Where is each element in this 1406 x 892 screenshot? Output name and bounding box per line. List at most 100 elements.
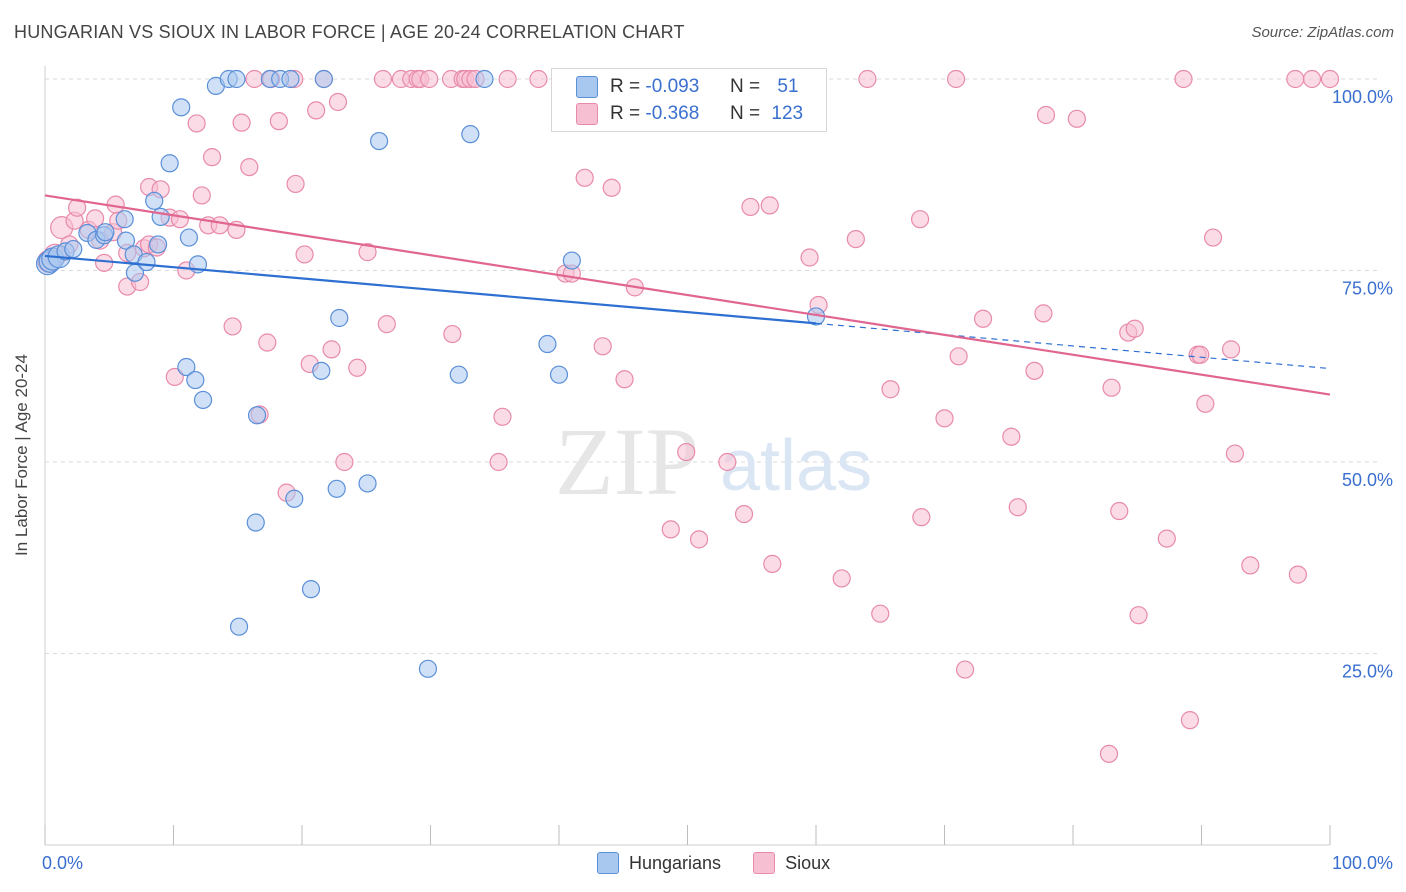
sioux-point-88 [858, 69, 877, 89]
hungarians-n-value: 51 [777, 76, 799, 97]
sioux-point-32 [232, 113, 251, 132]
hungarians-point-45 [475, 69, 494, 89]
tick-labels: 25.0% 50.0% 75.0% 100.0% 0.0% 100.0% [42, 87, 1393, 873]
sioux-point-93 [935, 409, 954, 428]
sioux-point-22 [165, 367, 184, 387]
sioux-point-99 [1008, 498, 1027, 517]
sioux-point-102 [1036, 105, 1056, 125]
legend-item-sioux: Sioux [753, 852, 830, 874]
sioux-point-46 [322, 340, 341, 359]
sioux-point-5 [68, 198, 87, 217]
sioux-point-64 [489, 452, 508, 472]
sioux-point-77 [689, 530, 709, 549]
hungarians-point-34 [285, 489, 304, 508]
sioux-point-123 [1320, 69, 1340, 89]
sioux-point-112 [1180, 711, 1200, 730]
trend-lines [44, 194, 1331, 396]
hungarians-point-35 [301, 580, 321, 599]
sioux-legend-label: Sioux [785, 852, 831, 873]
sioux-point-26 [192, 186, 211, 205]
sioux-point-50 [358, 243, 377, 262]
hungarians-trend-line [44, 254, 817, 325]
sioux-point-118 [1225, 444, 1245, 463]
sioux-point-38 [269, 112, 288, 131]
sioux-point-73 [615, 370, 634, 389]
hungarians-point-15 [145, 191, 164, 210]
x-tick-label-max: 100.0% [1332, 853, 1393, 873]
hungarians-point-48 [562, 251, 581, 270]
hungarians-point-18 [160, 154, 179, 173]
series-legend: Hungarians Sioux [597, 852, 862, 874]
hungarians-point-24 [193, 390, 213, 410]
sioux-point-36 [258, 333, 277, 352]
sioux-point-75 [661, 520, 680, 539]
sioux-point-97 [973, 309, 993, 328]
sioux-point-106 [1110, 501, 1129, 521]
sioux-point-28 [202, 148, 222, 167]
sioux-swatch [576, 103, 598, 125]
hungarians-point-37 [314, 69, 333, 89]
legend-row-sioux: R = -0.368 N = 123 [576, 102, 803, 126]
hungarians-point-5 [64, 239, 83, 259]
sioux-point-52 [373, 69, 393, 89]
sioux-point-42 [295, 245, 314, 264]
sioux-point-109 [1129, 606, 1148, 625]
sioux-point-33 [240, 157, 259, 177]
sioux-point-82 [760, 196, 779, 215]
y-tick-label-0: 25.0% [1342, 662, 1393, 682]
watermark-atlas: atlas [720, 426, 872, 506]
hungarians-r-value: -0.093 [645, 76, 700, 97]
hungarians-point-39 [330, 308, 349, 328]
sioux-point-59 [443, 324, 462, 344]
hungarians-legend-label: Hungarians [629, 852, 722, 873]
sioux-point-86 [832, 569, 851, 588]
sioux-point-119 [1241, 556, 1260, 575]
sioux-point-95 [949, 347, 968, 366]
hungarians-n-label: N = [730, 76, 761, 97]
hungarians-point-14 [137, 252, 156, 272]
hungarians-point-29 [246, 513, 265, 532]
sioux-point-87 [846, 229, 865, 249]
sioux-point-83 [763, 554, 782, 573]
hungarians-point-46 [538, 334, 557, 354]
sioux-r-value: -0.368 [645, 103, 700, 124]
x-tick-label-min: 0.0% [42, 853, 83, 873]
sioux-point-98 [1002, 427, 1021, 446]
sioux-n-label: N = [730, 103, 761, 124]
sioux-point-67 [529, 69, 548, 89]
sioux-point-30 [223, 317, 242, 336]
sioux-point-90 [881, 380, 900, 399]
sioux-point-29 [210, 216, 229, 235]
sioux-point-57 [420, 69, 439, 89]
sioux-point-100 [1025, 361, 1044, 380]
hungarians-point-44 [461, 125, 480, 144]
sioux-point-47 [328, 92, 348, 112]
hungarians-point-17 [151, 207, 170, 226]
sioux-point-96 [955, 660, 975, 679]
sioux-legend-swatch [753, 852, 776, 874]
hungarians-point-16 [148, 235, 168, 254]
hungarians-point-28 [229, 617, 249, 636]
sioux-r-label: R = [610, 103, 641, 124]
sioux-point-121 [1288, 565, 1307, 584]
hungarians-point-43 [449, 365, 468, 384]
hungarians-legend-swatch [597, 852, 619, 874]
sioux-point-44 [307, 101, 326, 120]
y-tick-label-3: 100.0% [1332, 87, 1393, 107]
hungarians-point-42 [418, 659, 438, 678]
sioux-point-114 [1191, 345, 1210, 364]
sioux-point-79 [734, 504, 754, 524]
sioux-point-94 [946, 69, 966, 89]
sioux-point-70 [575, 168, 594, 187]
legend-item-hungarians: Hungarians [597, 852, 721, 874]
hungarians-r-label: R = [610, 76, 641, 97]
sioux-point-115 [1196, 394, 1215, 413]
sioux-point-84 [800, 248, 819, 267]
sioux-point-51 [377, 315, 396, 334]
sioux-point-110 [1157, 529, 1176, 548]
sioux-point-101 [1034, 304, 1053, 323]
sioux-point-104 [1099, 744, 1119, 763]
sioux-point-41 [286, 174, 305, 194]
hungarians-point-22 [186, 370, 205, 390]
